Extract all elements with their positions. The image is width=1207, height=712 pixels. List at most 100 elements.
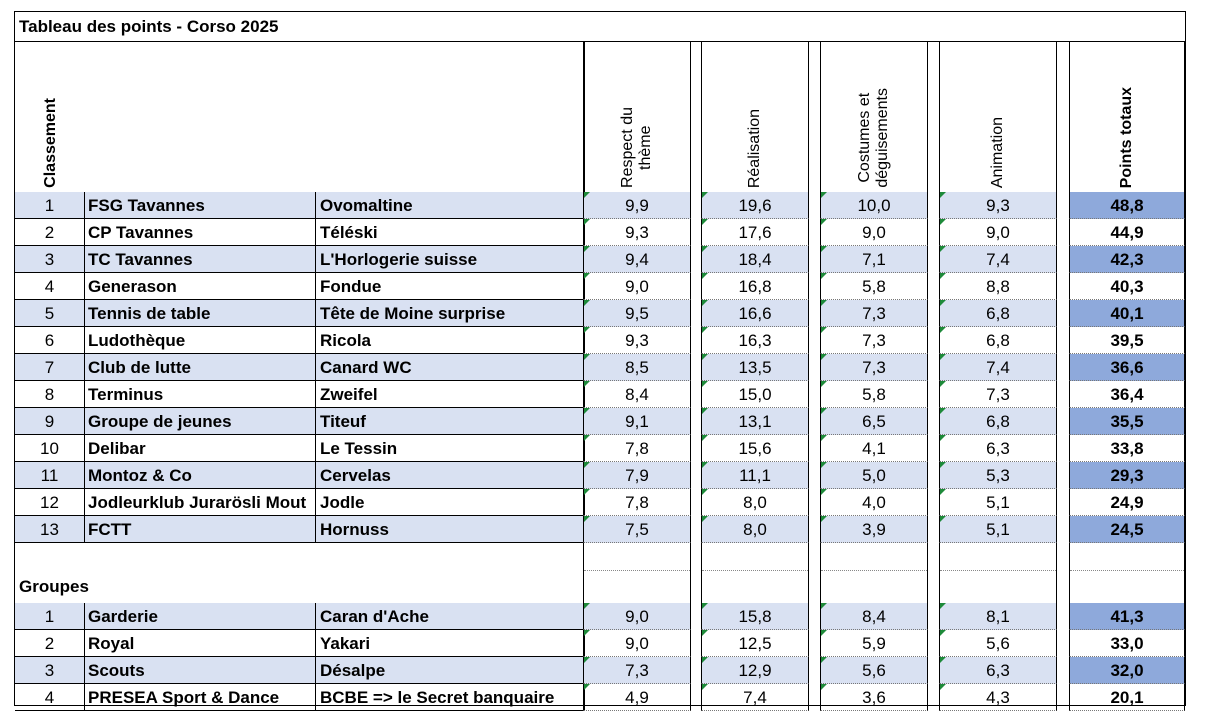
cell-animation[interactable]: 7,4 bbox=[939, 354, 1057, 381]
cell-respect[interactable]: 9,4 bbox=[583, 246, 691, 273]
cell-name[interactable]: Garderie bbox=[85, 603, 316, 630]
cell-respect[interactable]: 8,4 bbox=[583, 381, 691, 408]
cell-animation[interactable]: 8,1 bbox=[939, 603, 1057, 630]
cell-theme[interactable]: Fondue bbox=[316, 273, 585, 300]
cell-costumes[interactable]: 5,8 bbox=[820, 273, 928, 300]
cell-theme[interactable]: Zweifel bbox=[316, 381, 585, 408]
cell-respect[interactable]: 9,3 bbox=[583, 219, 691, 246]
cell-costumes[interactable]: 7,3 bbox=[820, 300, 928, 327]
cell-realisation[interactable]: 16,6 bbox=[701, 300, 809, 327]
cell-theme[interactable]: Cervelas bbox=[316, 462, 585, 489]
cell-animation[interactable]: 7,4 bbox=[939, 246, 1057, 273]
cell-respect[interactable]: 9,0 bbox=[583, 603, 691, 630]
cell-total[interactable]: 33,8 bbox=[1069, 435, 1185, 462]
cell-realisation[interactable]: 8,0 bbox=[701, 489, 809, 516]
cell-costumes[interactable]: 4,0 bbox=[820, 489, 928, 516]
cell-realisation[interactable]: 13,1 bbox=[701, 408, 809, 435]
cell-name[interactable]: Groupe de jeunes bbox=[85, 408, 316, 435]
cell-name[interactable]: Generason bbox=[85, 273, 316, 300]
cell-animation[interactable]: 6,8 bbox=[939, 408, 1057, 435]
cell-costumes[interactable]: 3,9 bbox=[820, 516, 928, 543]
cell-realisation[interactable]: 15,6 bbox=[701, 435, 809, 462]
cell-name[interactable]: Scouts bbox=[85, 657, 316, 684]
cell-rank[interactable]: 7 bbox=[15, 354, 85, 381]
cell-theme[interactable]: Caran d'Ache bbox=[316, 603, 585, 630]
cell-name[interactable]: TC Tavannes bbox=[85, 246, 316, 273]
cell-animation[interactable]: 5,6 bbox=[939, 630, 1057, 657]
cell-rank[interactable]: 6 bbox=[15, 327, 85, 354]
cell-rank[interactable]: 2 bbox=[15, 219, 85, 246]
cell-realisation[interactable]: 11,1 bbox=[701, 462, 809, 489]
cell-animation[interactable]: 5,1 bbox=[939, 516, 1057, 543]
cell-theme[interactable]: Yakari bbox=[316, 630, 585, 657]
cell-costumes[interactable]: 4,1 bbox=[820, 435, 928, 462]
cell-total[interactable]: 29,3 bbox=[1069, 462, 1185, 489]
cell-realisation[interactable]: 7,4 bbox=[701, 684, 809, 711]
cell-animation[interactable]: 5,1 bbox=[939, 489, 1057, 516]
cell-name[interactable]: Club de lutte bbox=[85, 354, 316, 381]
cell-animation[interactable]: 5,3 bbox=[939, 462, 1057, 489]
cell-name[interactable]: FCTT bbox=[85, 516, 316, 543]
cell-theme[interactable]: L'Horlogerie suisse bbox=[316, 246, 585, 273]
cell-animation[interactable]: 8,8 bbox=[939, 273, 1057, 300]
cell-realisation[interactable]: 19,6 bbox=[701, 192, 809, 219]
cell-theme[interactable]: Désalpe bbox=[316, 657, 585, 684]
cell-respect[interactable]: 4,9 bbox=[583, 684, 691, 711]
cell-theme[interactable]: Tête de Moine surprise bbox=[316, 300, 585, 327]
cell-realisation[interactable]: 15,8 bbox=[701, 603, 809, 630]
cell-costumes[interactable]: 7,3 bbox=[820, 354, 928, 381]
cell-costumes[interactable]: 9,0 bbox=[820, 219, 928, 246]
cell-realisation[interactable]: 13,5 bbox=[701, 354, 809, 381]
cell-total[interactable]: 48,8 bbox=[1069, 192, 1185, 219]
cell-theme[interactable]: Ricola bbox=[316, 327, 585, 354]
cell-animation[interactable]: 9,0 bbox=[939, 219, 1057, 246]
cell-name[interactable]: Montoz & Co bbox=[85, 462, 316, 489]
cell-rank[interactable]: 1 bbox=[15, 192, 85, 219]
cell-respect[interactable]: 7,5 bbox=[583, 516, 691, 543]
cell-rank[interactable]: 10 bbox=[15, 435, 85, 462]
cell-costumes[interactable]: 5,8 bbox=[820, 381, 928, 408]
cell-animation[interactable]: 6,8 bbox=[939, 327, 1057, 354]
cell-respect[interactable]: 7,8 bbox=[583, 435, 691, 462]
cell-realisation[interactable]: 12,9 bbox=[701, 657, 809, 684]
cell-respect[interactable]: 7,3 bbox=[583, 657, 691, 684]
cell-name[interactable]: FSG Tavannes bbox=[85, 192, 316, 219]
cell-realisation[interactable]: 16,8 bbox=[701, 273, 809, 300]
cell-costumes[interactable]: 7,3 bbox=[820, 327, 928, 354]
cell-respect[interactable]: 7,9 bbox=[583, 462, 691, 489]
cell-theme[interactable]: Titeuf bbox=[316, 408, 585, 435]
cell-total[interactable]: 41,3 bbox=[1069, 603, 1185, 630]
cell-costumes[interactable]: 3,6 bbox=[820, 684, 928, 711]
cell-name[interactable]: Jodleurklub Jurarösli Mout bbox=[85, 489, 316, 516]
cell-total[interactable]: 44,9 bbox=[1069, 219, 1185, 246]
cell-animation[interactable]: 9,3 bbox=[939, 192, 1057, 219]
cell-costumes[interactable]: 6,5 bbox=[820, 408, 928, 435]
cell-animation[interactable]: 7,3 bbox=[939, 381, 1057, 408]
cell-total[interactable]: 24,5 bbox=[1069, 516, 1185, 543]
cell-total[interactable]: 24,9 bbox=[1069, 489, 1185, 516]
cell-name[interactable]: Ludothèque bbox=[85, 327, 316, 354]
cell-theme[interactable]: Le Tessin bbox=[316, 435, 585, 462]
cell-costumes[interactable]: 5,0 bbox=[820, 462, 928, 489]
cell-theme[interactable]: Hornuss bbox=[316, 516, 585, 543]
cell-rank[interactable]: 12 bbox=[15, 489, 85, 516]
cell-respect[interactable]: 9,9 bbox=[583, 192, 691, 219]
cell-total[interactable]: 40,3 bbox=[1069, 273, 1185, 300]
cell-theme[interactable]: Canard WC bbox=[316, 354, 585, 381]
cell-rank[interactable]: 4 bbox=[15, 684, 85, 711]
cell-name[interactable]: Royal bbox=[85, 630, 316, 657]
cell-rank[interactable]: 3 bbox=[15, 246, 85, 273]
cell-respect[interactable]: 9,0 bbox=[583, 273, 691, 300]
cell-total[interactable]: 35,5 bbox=[1069, 408, 1185, 435]
cell-name[interactable]: Terminus bbox=[85, 381, 316, 408]
cell-rank[interactable]: 1 bbox=[15, 603, 85, 630]
cell-respect[interactable]: 9,1 bbox=[583, 408, 691, 435]
cell-name[interactable]: Delibar bbox=[85, 435, 316, 462]
cell-animation[interactable]: 6,8 bbox=[939, 300, 1057, 327]
cell-realisation[interactable]: 17,6 bbox=[701, 219, 809, 246]
cell-respect[interactable]: 9,3 bbox=[583, 327, 691, 354]
cell-costumes[interactable]: 5,9 bbox=[820, 630, 928, 657]
cell-respect[interactable]: 9,5 bbox=[583, 300, 691, 327]
cell-animation[interactable]: 6,3 bbox=[939, 435, 1057, 462]
cell-respect[interactable]: 8,5 bbox=[583, 354, 691, 381]
